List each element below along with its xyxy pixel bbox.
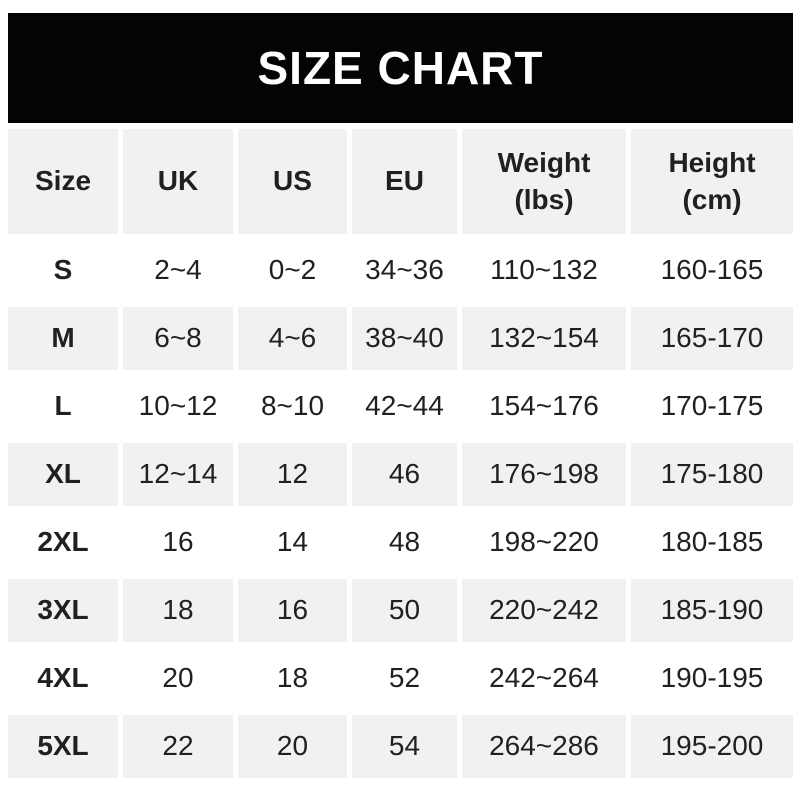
cell-uk: 20 xyxy=(123,647,233,710)
cell-size: 3XL xyxy=(8,579,118,642)
cell-us: 4~6 xyxy=(238,307,347,370)
cell-size: M xyxy=(8,307,118,370)
cell-us: 14 xyxy=(238,511,347,574)
column-header-size: Size xyxy=(8,129,118,234)
cell-weight: 220~242 xyxy=(462,579,626,642)
cell-us: 8~10 xyxy=(238,375,347,438)
cell-weight: 176~198 xyxy=(462,443,626,506)
cell-us: 20 xyxy=(238,715,347,778)
cell-eu: 38~40 xyxy=(352,307,457,370)
column-header-label: Weight xyxy=(497,147,591,179)
column-header-uk: UK xyxy=(123,129,233,234)
column-header-label: Size xyxy=(34,165,92,197)
cell-weight: 264~286 xyxy=(462,715,626,778)
cell-height: 195-200 xyxy=(631,715,793,778)
cell-weight: 154~176 xyxy=(462,375,626,438)
cell-uk: 18 xyxy=(123,579,233,642)
cell-uk: 16 xyxy=(123,511,233,574)
cell-size: 2XL xyxy=(8,511,118,574)
column-header-eu: EU xyxy=(352,129,457,234)
cell-weight: 132~154 xyxy=(462,307,626,370)
size-chart-banner: SIZE CHART xyxy=(8,13,793,123)
column-header-weight: Weight (lbs) xyxy=(462,129,626,234)
cell-size: 4XL xyxy=(8,647,118,710)
cell-height: 175-180 xyxy=(631,443,793,506)
cell-height: 165-170 xyxy=(631,307,793,370)
column-header-unit: (lbs) xyxy=(514,183,574,215)
column-header-label: UK xyxy=(157,165,199,197)
column-header-label: Height xyxy=(668,147,756,179)
cell-eu: 54 xyxy=(352,715,457,778)
cell-us: 0~2 xyxy=(238,239,347,302)
cell-size: XL xyxy=(8,443,118,506)
banner-title: SIZE CHART xyxy=(257,42,544,94)
cell-uk: 6~8 xyxy=(123,307,233,370)
column-header-label: US xyxy=(273,165,312,197)
cell-weight: 242~264 xyxy=(462,647,626,710)
cell-us: 18 xyxy=(238,647,347,710)
cell-us: 16 xyxy=(238,579,347,642)
cell-uk: 12~14 xyxy=(123,443,233,506)
column-header-unit: (cm) xyxy=(682,183,742,215)
cell-height: 170-175 xyxy=(631,375,793,438)
cell-height: 180-185 xyxy=(631,511,793,574)
cell-size: S xyxy=(8,239,118,302)
cell-height: 160-165 xyxy=(631,239,793,302)
cell-eu: 48 xyxy=(352,511,457,574)
cell-eu: 42~44 xyxy=(352,375,457,438)
cell-us: 12 xyxy=(238,443,347,506)
cell-eu: 50 xyxy=(352,579,457,642)
column-header-label: EU xyxy=(385,165,424,197)
cell-eu: 52 xyxy=(352,647,457,710)
cell-uk: 10~12 xyxy=(123,375,233,438)
cell-weight: 198~220 xyxy=(462,511,626,574)
cell-eu: 34~36 xyxy=(352,239,457,302)
size-chart-table: Size UK US EU Weight (lbs) Height (cm) S… xyxy=(8,129,793,778)
cell-size: 5XL xyxy=(8,715,118,778)
column-header-height: Height (cm) xyxy=(631,129,793,234)
cell-weight: 110~132 xyxy=(462,239,626,302)
cell-height: 190-195 xyxy=(631,647,793,710)
cell-uk: 2~4 xyxy=(123,239,233,302)
cell-eu: 46 xyxy=(352,443,457,506)
cell-size: L xyxy=(8,375,118,438)
cell-height: 185-190 xyxy=(631,579,793,642)
column-header-us: US xyxy=(238,129,347,234)
cell-uk: 22 xyxy=(123,715,233,778)
